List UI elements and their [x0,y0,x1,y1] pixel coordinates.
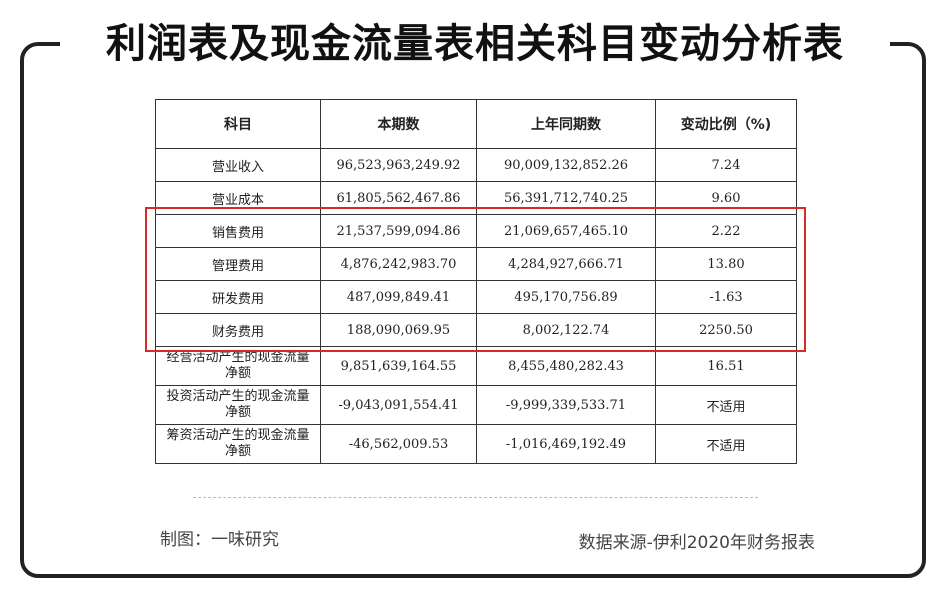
footer-source: 数据来源-伊利2020年财务报表 [578,533,815,553]
row-item-line1: 经营活动产生的现金流量 [166,350,310,365]
row-current: 96,523,963,249.92 [320,148,477,182]
header-change: 变动比例（%) [655,99,797,149]
row-prior: 56,391,712,740.25 [476,181,656,215]
table-row: 筹资活动产生的现金流量 净额 -46,562,009.53 -1,016,469,… [155,424,797,464]
row-change: 7.24 [655,148,797,182]
table-header-row: 科目 本期数 上年同期数 变动比例（%) [155,99,797,149]
table-row: 财务费用 188,090,069.95 8,002,122.74 2250.50 [155,313,797,347]
table-row: 研发费用 487,099,849.41 495,170,756.89 -1.63 [155,280,797,314]
row-prior: 8,455,480,282.43 [476,346,656,386]
table-row: 投资活动产生的现金流量 净额 -9,043,091,554.41 -9,999,3… [155,385,797,425]
financial-table: 科目 本期数 上年同期数 变动比例（%) 营业收入 96,523,963,249… [155,99,797,464]
header-current: 本期数 [320,99,477,149]
row-current: 4,876,242,983.70 [320,247,477,281]
row-item: 研发费用 [155,280,321,314]
row-prior: 4,284,927,666.71 [476,247,656,281]
row-prior: -9,999,339,533.71 [476,385,656,425]
row-current: 487,099,849.41 [320,280,477,314]
row-current: 21,537,599,094.86 [320,214,477,248]
row-current: 188,090,069.95 [320,313,477,347]
row-change: 2.22 [655,214,797,248]
row-change: 13.80 [655,247,797,281]
row-item-line2: 净额 [224,444,251,459]
row-prior: 8,002,122.74 [476,313,656,347]
table-row: 销售费用 21,537,599,094.86 21,069,657,465.10… [155,214,797,248]
row-change: 16.51 [655,346,797,386]
footer-credit: 制图：一味研究 [160,530,279,550]
row-current: 9,851,639,164.55 [320,346,477,386]
table-row: 管理费用 4,876,242,983.70 4,284,927,666.71 1… [155,247,797,281]
table-row: 经营活动产生的现金流量 净额 9,851,639,164.55 8,455,480… [155,346,797,386]
row-item: 营业收入 [155,148,321,182]
title-banner: 利润表及现金流量表相关科目变动分析表 [60,0,890,80]
row-current: -9,043,091,554.41 [320,385,477,425]
row-item: 营业成本 [155,181,321,215]
row-item: 经营活动产生的现金流量 净额 [155,346,321,386]
page-title: 利润表及现金流量表相关科目变动分析表 [106,21,844,67]
row-item-line2: 净额 [224,366,251,381]
row-prior: 90,009,132,852.26 [476,148,656,182]
row-change: -1.63 [655,280,797,314]
row-item: 财务费用 [155,313,321,347]
row-item: 筹资活动产生的现金流量 净额 [155,424,321,464]
table-row: 营业收入 96,523,963,249.92 90,009,132,852.26… [155,148,797,182]
row-item: 销售费用 [155,214,321,248]
row-change: 9.60 [655,181,797,215]
row-change: 不适用 [655,424,797,464]
row-current: -46,562,009.53 [320,424,477,464]
row-item-line2: 净额 [224,405,251,420]
row-prior: 495,170,756.89 [476,280,656,314]
table-row: 营业成本 61,805,562,467.86 56,391,712,740.25… [155,181,797,215]
row-item: 投资活动产生的现金流量 净额 [155,385,321,425]
row-item-line1: 投资活动产生的现金流量 [166,389,310,404]
row-current: 61,805,562,467.86 [320,181,477,215]
row-change: 不适用 [655,385,797,425]
row-change: 2250.50 [655,313,797,347]
row-item: 管理费用 [155,247,321,281]
row-prior: -1,016,469,192.49 [476,424,656,464]
header-item: 科目 [155,99,321,149]
dashed-divider [193,497,758,498]
row-prior: 21,069,657,465.10 [476,214,656,248]
header-prior: 上年同期数 [476,99,656,149]
row-item-line1: 筹资活动产生的现金流量 [166,428,310,443]
